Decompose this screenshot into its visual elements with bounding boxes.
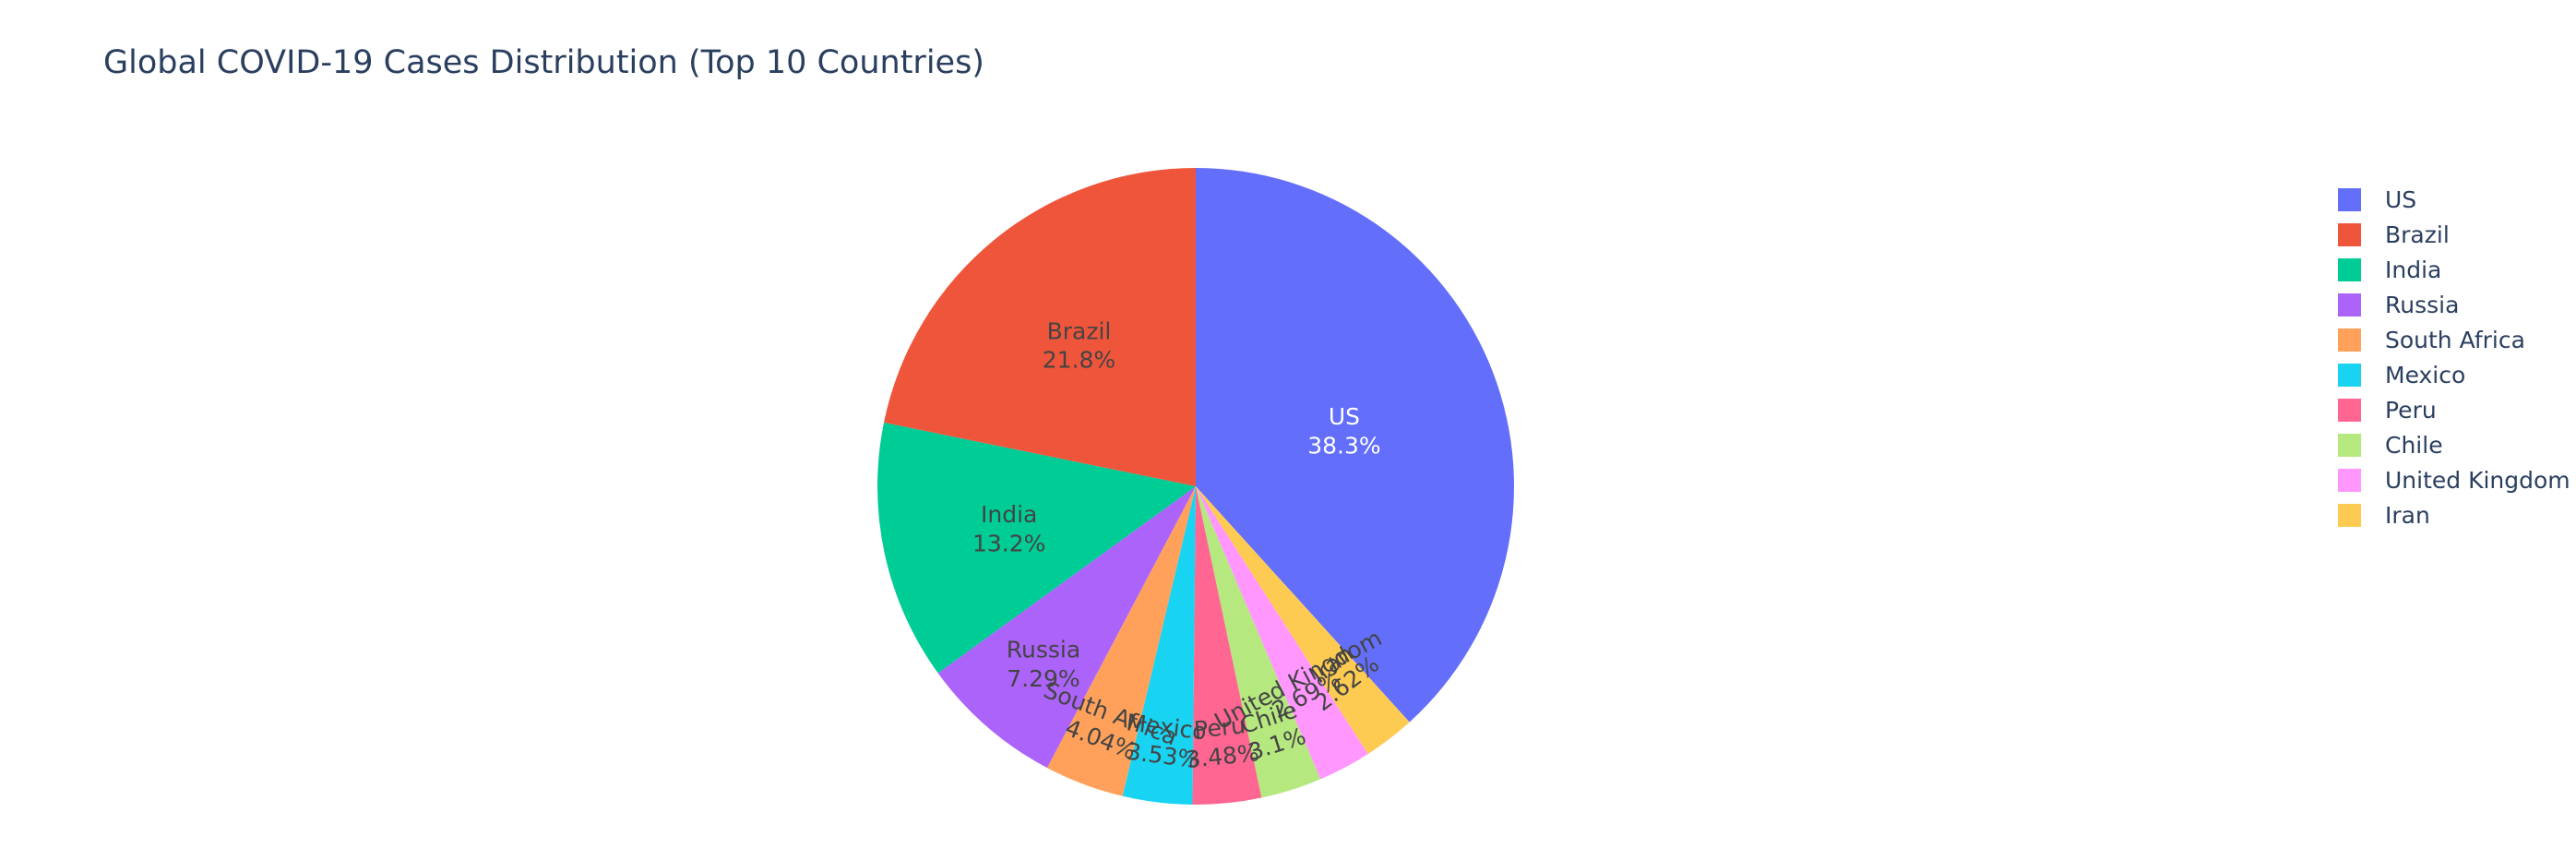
legend-label: Mexico <box>2385 361 2466 388</box>
slice-label-brazil: Brazil 21.8% <box>1043 317 1115 373</box>
legend-item-mexico[interactable]: Mexico <box>2338 357 2570 392</box>
legend-item-south-africa[interactable]: South Africa <box>2338 322 2570 357</box>
slice-name-text: US <box>1329 403 1360 430</box>
legend-item-united-kingdom[interactable]: United Kingdom <box>2338 462 2570 497</box>
slice-percent-text: 13.2% <box>972 530 1045 556</box>
slice-name-text: Brazil <box>1047 317 1112 344</box>
legend-label: Chile <box>2385 431 2443 459</box>
legend-swatch <box>2338 468 2361 492</box>
pie-slice-india[interactable] <box>877 422 1196 674</box>
legend-label: Peru <box>2385 396 2437 424</box>
legend-item-iran[interactable]: Iran <box>2338 497 2570 532</box>
slice-name-text: India <box>981 501 1037 528</box>
legend-label: United Kingdom <box>2385 466 2570 494</box>
legend-swatch <box>2338 293 2361 317</box>
legend-swatch <box>2338 433 2361 457</box>
pie-slice-iran[interactable] <box>1196 486 1410 755</box>
legend-swatch <box>2338 187 2361 211</box>
legend-swatch <box>2338 257 2361 281</box>
legend-label: India <box>2385 256 2442 283</box>
legend-item-us[interactable]: US <box>2338 182 2570 217</box>
pie-slice-russia[interactable] <box>937 486 1196 769</box>
legend-item-india[interactable]: India <box>2338 252 2570 287</box>
slice-percent-text: 7.29% <box>1007 665 1079 692</box>
slice-name-text: Russia <box>1007 637 1080 663</box>
legend-label: Russia <box>2385 291 2460 318</box>
legend-item-russia[interactable]: Russia <box>2338 287 2570 322</box>
pie-slice-chile[interactable] <box>1196 486 1321 798</box>
pie-slice-brazil[interactable] <box>883 168 1196 486</box>
legend: US Brazil India Russia South Africa Mexico Per… <box>2338 182 2570 532</box>
legend-label: Brazil <box>2385 221 2450 248</box>
pie-slice-mexico[interactable] <box>1122 486 1196 805</box>
chart-title: Global COVID-19 Cases Distribution (Top … <box>103 44 984 81</box>
slice-percent-text: 21.8% <box>1043 347 1115 374</box>
legend-swatch <box>2338 363 2361 387</box>
slice-percent-text: 38.3% <box>1307 432 1380 459</box>
legend-swatch <box>2338 222 2361 246</box>
legend-label: South Africa <box>2385 326 2525 353</box>
legend-item-brazil[interactable]: Brazil <box>2338 217 2570 252</box>
pie-slice-us[interactable] <box>1196 168 1514 723</box>
slice-name-text: Peru <box>1193 711 1246 743</box>
legend-item-chile[interactable]: Chile <box>2338 427 2570 462</box>
legend-label: Iran <box>2385 501 2430 529</box>
pie-slice-united-kingdom[interactable] <box>1196 486 1368 780</box>
legend-swatch <box>2338 398 2361 422</box>
pie-slice-peru[interactable] <box>1192 486 1262 806</box>
legend-item-peru[interactable]: Peru <box>2338 392 2570 427</box>
legend-swatch <box>2338 503 2361 527</box>
legend-swatch <box>2338 328 2361 352</box>
pie-slice-south-africa[interactable] <box>1046 486 1196 796</box>
legend-label: US <box>2385 185 2417 213</box>
